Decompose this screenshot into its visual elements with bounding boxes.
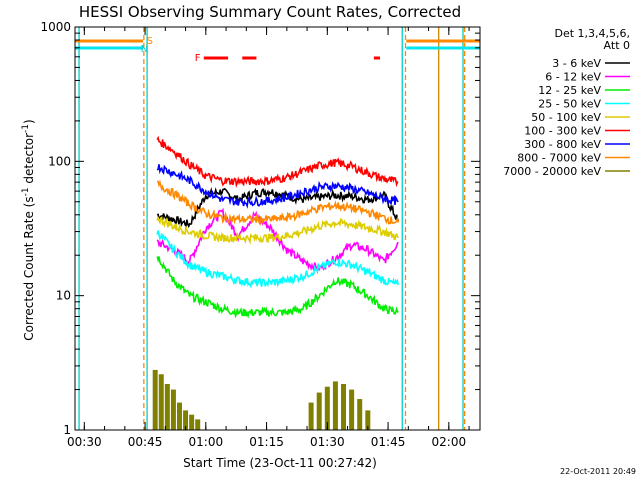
series-bar [324,386,330,430]
x-tick-label: 00:45 [128,435,163,449]
legend-label: 12 - 25 keV [538,84,601,97]
series-bar [152,369,158,430]
series-bar [308,402,314,430]
chart-title: HESSI Observing Summary Count Rates, Cor… [79,3,461,21]
series-bar [195,419,201,430]
series-bar [176,402,182,430]
series-line [156,135,399,189]
series-bar [357,399,363,430]
legend-label: 800 - 7000 keV [517,152,601,165]
plot-frame [74,26,481,431]
flag-label: N [141,44,148,55]
flag-label: F [195,53,201,64]
series-line [156,179,399,227]
y-tick-label: 1 [63,423,71,437]
flag-label: S [147,36,153,47]
series-bar [349,389,355,430]
series-bar [316,392,322,430]
x-tick-label: 02:00 [432,435,467,449]
legend-label: 6 - 12 keV [545,71,601,84]
y-tick-label: 10 [56,289,71,303]
y-axis: 1 10 100 1000 [40,20,480,437]
series-line [156,207,399,272]
series-bar [341,384,347,430]
x-tick-label: 01:15 [249,435,284,449]
plot-area: SN F [75,27,480,430]
series-bar [164,384,170,430]
timestamp: 22-Oct-2011 20:49 [560,467,636,476]
y-tick-label: 100 [48,154,71,168]
legend-label: 7000 - 20000 keV [503,165,601,178]
x-tick-label: 01:45 [371,435,406,449]
x-axis: 00:30 00:45 01:00 01:15 01:30 01:45 02:00 [67,27,470,449]
series-line [156,256,399,319]
y-tick-label: 1000 [40,20,71,34]
legend-header-line-1: Det 1,3,4,5,6, [554,27,630,40]
series-bar [189,414,195,430]
series-line [156,164,399,209]
series-bar [158,374,164,430]
legend-header-line-2: Att 0 [604,39,630,52]
legend-label: 100 - 300 keV [524,125,601,138]
legend-label: 3 - 6 keV [552,57,601,70]
series-bar [332,381,338,430]
legend-label: 300 - 800 keV [524,138,601,151]
x-axis-title: Start Time (23-Oct-11 00:27:42) [183,456,377,470]
legend-label: 25 - 50 keV [538,98,601,111]
series-bar [183,410,189,430]
x-tick-label: 01:30 [310,435,345,449]
series-line [156,230,399,289]
y-axis-title: Corrected Count Rate (s-1 detector-1) [21,119,36,340]
x-tick-label: 01:00 [189,435,224,449]
legend-label: 50 - 100 keV [531,111,601,124]
series-bar [170,389,176,430]
series-bar [365,410,371,430]
series-line [156,216,399,245]
x-tick-label: 00:30 [67,435,102,449]
